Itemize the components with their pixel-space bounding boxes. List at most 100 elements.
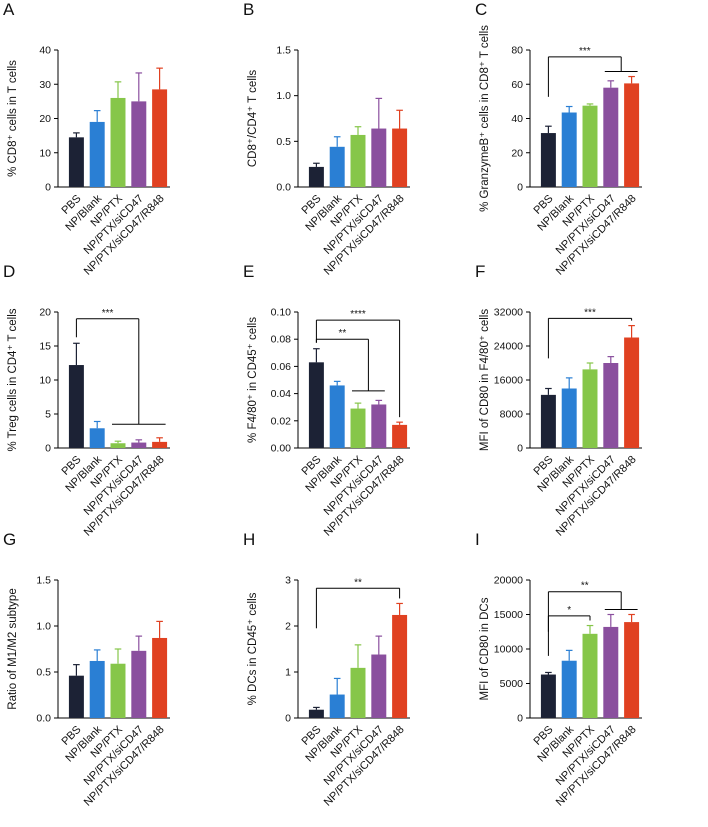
y-tick-label: 0.0 [276,182,291,194]
y-tick-label: 80 [511,45,523,57]
bar-h-3 [350,667,366,718]
significance-bracket: ** [315,577,401,629]
bar-i-1 [540,674,556,718]
y-tick-label: 0 [517,443,523,455]
significance-label: ** [581,581,589,592]
panel-letter: B [243,0,254,19]
y-tick-label: 1 [285,667,291,679]
bar-a-5 [152,89,168,187]
y-axis-title: CD8⁺/CD4⁺ T cells [247,70,259,168]
bar-i-3 [582,633,598,718]
bar-d-4 [131,442,147,448]
y-tick-label: 10000 [494,644,523,656]
bar-i-4 [603,626,619,718]
y-axis-title: % DCs in CD45⁺ cells [247,592,259,705]
y-axis-title: % Treg cells in CD4⁺ T cells [7,308,19,451]
bar-a-3 [110,97,126,187]
bar-f-5 [624,337,640,448]
bar-g-4 [131,650,147,718]
bar-e-5 [392,424,408,448]
y-tick-label: 20 [39,307,51,319]
bar-b-1 [308,166,324,187]
bar-f-2 [561,388,577,448]
panel-letter: A [3,0,15,19]
y-tick-label: 2 [285,621,291,633]
bar-e-4 [371,404,387,448]
bar-b-2 [329,146,345,187]
y-tick-label: 60 [511,79,523,91]
y-tick-label: 0 [285,713,291,725]
y-tick-label: 0 [45,443,51,455]
significance-bracket: *** [547,307,633,359]
bar-g-1 [68,675,84,718]
y-tick-label: 10 [39,147,51,159]
bar-g-3 [110,663,126,718]
y-axis-title: MFI of CD80 in F4/80⁺ cells [479,309,491,451]
y-tick-label: 1.0 [36,621,51,633]
bar-d-2 [89,428,105,448]
bar-g-2 [89,660,105,718]
significance-bracket: **** [315,309,401,418]
bar-a-4 [131,101,147,187]
panel-c: C 0 20 40 60 80 % GranzymeB⁺ cells in CD8⁺ T c… [475,0,642,278]
panel-letter: C [475,0,487,19]
y-tick-label: 5000 [500,678,524,690]
y-tick-label: 20 [511,147,523,159]
bar-f-3 [582,369,598,448]
y-axis-title: % GranzymeB⁺ cells in CD8⁺ T cells [479,25,491,212]
bar-h-2 [329,694,345,718]
y-tick-label: 32000 [494,307,523,319]
significance-label: *** [584,307,596,318]
y-tick-label: 1.5 [36,575,51,587]
y-tick-label: 10 [39,375,51,387]
y-tick-label: 15 [39,341,51,353]
bar-c-1 [540,133,556,187]
panel-letter: E [243,262,254,281]
y-tick-label: 0 [517,713,523,725]
bar-b-3 [350,134,366,187]
bar-g-5 [152,637,168,718]
significance-label: ** [339,328,347,339]
y-tick-label: 40 [39,45,51,57]
bar-b-5 [392,128,408,187]
significance-bracket: *** [75,308,166,425]
y-tick-label: 8000 [500,409,524,421]
y-tick-label: 0.00 [271,443,292,455]
bar-b-4 [371,128,387,187]
y-tick-label: 0.08 [271,334,292,346]
y-tick-label: 20 [39,113,51,125]
bar-c-3 [582,105,598,187]
bar-i-2 [561,660,577,718]
significance-bracket: ** [315,328,385,392]
y-tick-label: 0.10 [271,307,292,319]
y-tick-label: 0.04 [271,388,292,400]
bar-h-4 [371,654,387,718]
panel-letter: G [3,530,16,549]
y-axis-title: Ratio of M1/M2 subtype [7,588,19,709]
bar-f-4 [603,363,619,448]
y-tick-label: 0.06 [271,361,292,373]
y-axis-title: % F4/80⁺ in CD45⁺ cells [247,317,259,443]
bar-e-3 [350,408,366,448]
y-tick-label: 0.0 [36,713,51,725]
y-tick-label: 24000 [494,341,523,353]
bar-a-2 [89,121,105,187]
bar-e-1 [308,362,324,448]
y-tick-label: 15000 [494,609,523,621]
significance-label: * [567,605,571,616]
bar-f-1 [540,394,556,448]
y-axis-title: % CD8⁺ cells in T cells [7,60,19,177]
y-tick-label: 40 [511,113,523,125]
bar-c-2 [561,112,577,187]
y-tick-label: 16000 [494,375,523,387]
y-axis-title: MFI of CD80 in DCs [479,597,491,700]
bar-i-5 [624,622,640,718]
panel-letter: I [475,530,480,549]
y-tick-label: 20000 [494,575,523,587]
significance-label: ** [354,577,362,588]
y-tick-label: 0 [45,182,51,194]
